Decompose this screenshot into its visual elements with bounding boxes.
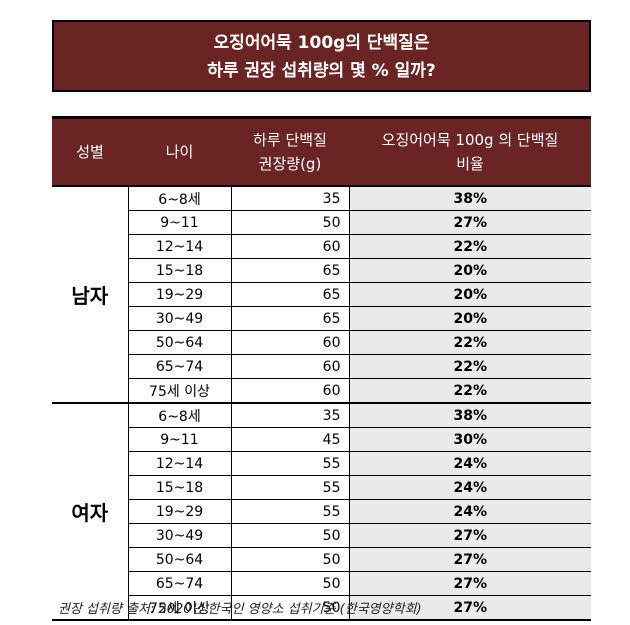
age-cell: 50~64 [128, 330, 232, 355]
age-cell: 6~8세 [128, 186, 232, 211]
age-cell: 6~8세 [128, 403, 232, 428]
header-sex: 성별 [52, 117, 128, 187]
protein-table: 성별 나이 하루 단백질 권장량(g) 오징어어묵 100g 의 단백질 비율 … [52, 116, 591, 621]
source-note: 권장 섭취량 출처: 2020년 한국인 영양소 섭취기준 (한국영양학회) [58, 602, 422, 617]
table-row: 75세 이상 50 27% [52, 595, 591, 621]
amount-cell: 35 [231, 403, 350, 428]
table-row: 50~64 50 27% [52, 547, 591, 572]
amount-cell: 50 [231, 571, 350, 596]
ratio-cell: 22% [349, 330, 591, 355]
amount-cell: 45 [231, 427, 350, 452]
amount-cell: 55 [231, 499, 350, 524]
age-cell: 12~14 [128, 234, 232, 259]
amount-cell: 35 [231, 186, 350, 211]
age-cell: 30~49 [128, 523, 232, 548]
amount-cell: 50 [231, 523, 350, 548]
table-row: 19~29 55 24% [52, 499, 591, 524]
ratio-cell: 24% [349, 475, 591, 500]
ratio-cell: 27% [349, 210, 591, 235]
age-cell: 30~49 [128, 306, 232, 331]
age-cell: 65~74 [128, 354, 232, 379]
ratio-cell: 24% [349, 499, 591, 524]
header-amount-line-2: 권장량(g) [258, 155, 322, 173]
table-row: 9~11 50 27% [52, 210, 591, 235]
table-row: 15~18 65 20% [52, 258, 591, 283]
title-line-2: 하루 권장 섭취량의 몇 % 일까? [207, 61, 436, 81]
amount-cell: 50 [231, 210, 350, 235]
header-ratio-line-2: 비율 [456, 155, 484, 173]
table-header-row: 성별 나이 하루 단백질 권장량(g) 오징어어묵 100g 의 단백질 비율 [52, 117, 591, 187]
ratio-cell: 22% [349, 234, 591, 259]
sex-cell: 남자 [52, 186, 129, 404]
table-row: 여자 6~8세 35 38% [52, 403, 591, 621]
title-banner: 오징어어묵 100g의 단백질은 하루 권장 섭취량의 몇 % 일까? [52, 20, 591, 92]
table-row: 12~14 60 22% [52, 234, 591, 259]
ratio-cell: 27% [349, 547, 591, 572]
header-amount-line-1: 하루 단백질 [253, 131, 327, 149]
table-row: 19~29 65 20% [52, 282, 591, 307]
ratio-cell: 38% [349, 186, 591, 211]
age-cell: 19~29 [128, 499, 232, 524]
table-row: 65~74 60 22% [52, 354, 591, 379]
table-row: 15~18 55 24% [52, 475, 591, 500]
age-cell: 9~11 [128, 427, 232, 452]
table-body: 남자 6~8세 35 38% 9~11 50 27% 12~14 60 22% 15~18 65 20%… [52, 186, 591, 621]
header-amount: 하루 단백질 권장량(g) [231, 117, 349, 187]
ratio-cell: 20% [349, 306, 591, 331]
ratio-cell: 20% [349, 258, 591, 283]
amount-cell: 60 [231, 330, 350, 355]
table-row: 30~49 65 20% [52, 306, 591, 331]
amount-cell: 60 [231, 234, 350, 259]
table-row: 9~11 45 30% [52, 427, 591, 452]
age-cell: 15~18 [128, 475, 232, 500]
header-age: 나이 [128, 117, 231, 187]
age-cell: 12~14 [128, 451, 232, 476]
ratio-cell: 22% [349, 378, 591, 404]
amount-cell: 60 [231, 378, 350, 404]
ratio-cell: 24% [349, 451, 591, 476]
table-row: 남자 6~8세 35 38% [52, 186, 591, 404]
ratio-cell: 27% [349, 595, 591, 621]
table-row: 65~74 50 27% [52, 571, 591, 596]
amount-cell: 50 [231, 547, 350, 572]
amount-cell: 65 [231, 306, 350, 331]
table-row: 30~49 50 27% [52, 523, 591, 548]
table-row: 75세 이상 60 22% [52, 378, 591, 404]
amount-cell: 55 [231, 451, 350, 476]
age-cell: 19~29 [128, 282, 232, 307]
title-line-1: 오징어어묵 100g의 단백질은 [213, 33, 430, 53]
age-cell: 50~64 [128, 547, 232, 572]
table-row: 12~14 55 24% [52, 451, 591, 476]
ratio-cell: 20% [349, 282, 591, 307]
amount-cell: 65 [231, 258, 350, 283]
age-cell: 9~11 [128, 210, 232, 235]
ratio-cell: 27% [349, 523, 591, 548]
amount-cell: 60 [231, 354, 350, 379]
header-ratio: 오징어어묵 100g 의 단백질 비율 [349, 117, 591, 187]
age-cell: 65~74 [128, 571, 232, 596]
table-row: 50~64 60 22% [52, 330, 591, 355]
amount-cell: 50 [231, 595, 350, 621]
age-cell: 75세 이상 [128, 595, 232, 621]
ratio-cell: 38% [349, 403, 591, 428]
age-cell: 75세 이상 [128, 378, 232, 404]
amount-cell: 55 [231, 475, 350, 500]
sex-cell: 여자 [52, 403, 129, 621]
ratio-cell: 22% [349, 354, 591, 379]
ratio-cell: 30% [349, 427, 591, 452]
header-ratio-line-1: 오징어어묵 100g 의 단백질 [381, 131, 559, 149]
ratio-cell: 27% [349, 571, 591, 596]
amount-cell: 65 [231, 282, 350, 307]
age-cell: 15~18 [128, 258, 232, 283]
